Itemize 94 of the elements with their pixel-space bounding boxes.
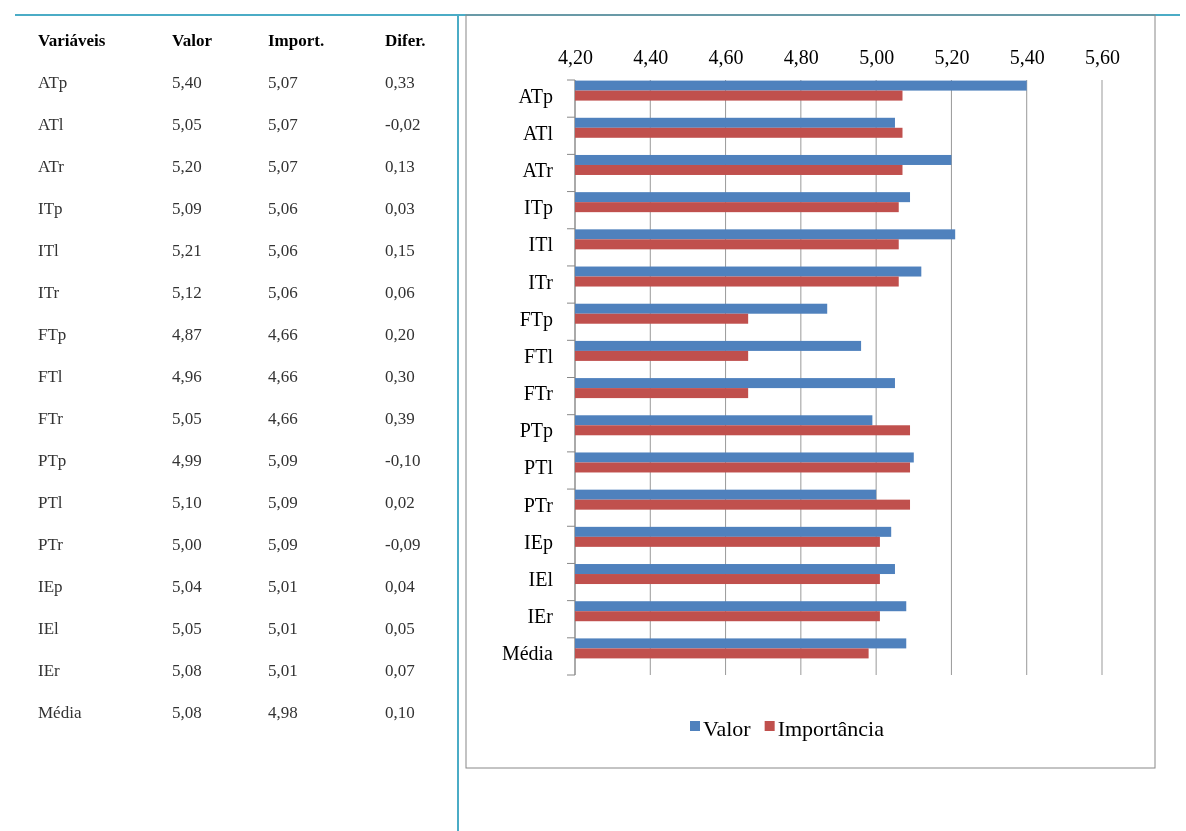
data-label: 5,01 (268, 619, 298, 638)
data-label: 5,05 (172, 115, 202, 134)
y-tick-label: FTp (519, 307, 553, 331)
data-label: 5,06 (268, 241, 298, 260)
x-tick-label: 4,60 (708, 46, 744, 68)
data-label: 5,07 (268, 73, 299, 92)
text: Valor (172, 31, 213, 50)
x-tick-label: 5,40 (1009, 46, 1045, 68)
data-label: 5,08 (172, 703, 202, 722)
data-label: 0,15 (385, 241, 415, 260)
category-label: IEr (38, 661, 61, 680)
data-label: 5,00 (172, 535, 202, 554)
y-tick-label: FTr (523, 382, 554, 405)
data-label: 5,09 (268, 451, 298, 470)
data-label: 5,09 (172, 199, 202, 218)
data-label: 5,07 (268, 157, 299, 176)
y-tick-label: IEl (528, 568, 554, 591)
category-label: PTr (38, 535, 64, 554)
data-label: 0,05 (385, 619, 415, 638)
legend-label: Importância (777, 716, 885, 741)
data-label: 5,01 (268, 577, 298, 596)
data-label: 0,39 (385, 409, 415, 428)
text: Difer. (385, 31, 426, 50)
data-label: 5,40 (172, 73, 202, 92)
data-label: 0,06 (385, 283, 415, 302)
data-label: 5,20 (172, 157, 202, 176)
category-label: FTp (38, 325, 67, 344)
x-tick-label: 4,20 (558, 46, 593, 68)
data-label: 0,07 (385, 661, 416, 680)
category-label: IEp (38, 577, 63, 596)
category-label: ATl (38, 115, 64, 134)
data-label: 5,10 (172, 493, 202, 512)
data-label: 0,13 (385, 157, 415, 176)
y-tick-label: Média (501, 642, 554, 665)
category-label: FTr (38, 409, 64, 428)
data-label: 5,05 (172, 619, 202, 638)
y-tick-label: ITr (528, 270, 554, 293)
data-label: 0,20 (385, 325, 415, 344)
y-tick-label: ATr (522, 158, 554, 181)
data-label: -0,09 (385, 535, 421, 554)
data-label: -0,02 (385, 115, 421, 134)
data-label: -0,10 (385, 451, 421, 470)
category-label: Média (38, 703, 82, 722)
category-label: FTl (38, 367, 63, 386)
y-tick-label: ATp (518, 84, 553, 108)
x-tick-label: 5,00 (859, 46, 895, 68)
data-label: 4,98 (268, 703, 298, 722)
y-tick-label: ITl (528, 233, 554, 256)
category-label: ATr (38, 157, 65, 176)
data-label: 4,66 (268, 367, 298, 386)
data-label: 4,96 (172, 367, 202, 386)
data-label: 5,04 (172, 577, 203, 596)
category-label: PTp (38, 451, 67, 470)
data-label: 4,99 (172, 451, 202, 470)
legend-label: Valor (703, 716, 752, 741)
data-label: 5,07 (268, 115, 299, 134)
text: Variáveis (38, 31, 106, 50)
y-tick-label: PTp (519, 419, 553, 443)
x-tick-label: 5,20 (934, 46, 970, 68)
y-tick-label: IEp (524, 530, 553, 554)
x-tick-label: 5,60 (1085, 46, 1120, 68)
category-label: PTl (38, 493, 63, 512)
data-label: 5,09 (268, 493, 298, 512)
data-label: 0,04 (385, 577, 416, 596)
data-label: 4,87 (172, 325, 203, 344)
y-tick-label: IEr (527, 605, 554, 628)
category-label: ITr (38, 283, 60, 302)
data-label: 0,33 (385, 73, 415, 92)
data-label: 4,66 (268, 325, 298, 344)
category-label: ITp (38, 199, 63, 218)
data-label: 0,10 (385, 703, 415, 722)
data-label: 5,08 (172, 661, 202, 680)
data-label: 0,02 (385, 493, 415, 512)
x-tick-label: 4,40 (633, 46, 669, 68)
category-label: ATp (38, 73, 68, 92)
category-label: ITl (38, 241, 60, 260)
data-label: 5,09 (268, 535, 298, 554)
data-label: 5,06 (268, 283, 298, 302)
data-label: 5,21 (172, 241, 202, 260)
x-tick-label: 4,80 (783, 46, 819, 68)
data-label: 0,03 (385, 199, 415, 218)
data-label: 4,66 (268, 409, 298, 428)
category-label: IEl (38, 619, 60, 638)
y-tick-label: FTl (524, 344, 554, 367)
data-label: 5,06 (268, 199, 298, 218)
data-label: 5,05 (172, 409, 202, 428)
y-tick-label: PTl (524, 456, 554, 479)
data-label: 5,12 (172, 283, 202, 302)
text: Import. (268, 31, 325, 50)
data-label: 0,30 (385, 367, 415, 386)
data-label: 5,01 (268, 661, 298, 680)
y-tick-label: PTr (523, 493, 554, 516)
y-tick-label: ATl (523, 121, 554, 144)
y-tick-label: ITp (524, 196, 553, 220)
